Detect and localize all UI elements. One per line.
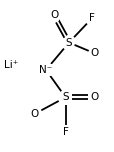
- Text: O: O: [89, 48, 98, 58]
- Text: F: F: [62, 127, 68, 137]
- Text: O: O: [89, 92, 98, 102]
- Text: F: F: [88, 13, 94, 23]
- Text: S: S: [62, 92, 68, 102]
- Text: O: O: [30, 109, 38, 119]
- Text: S: S: [65, 38, 72, 48]
- Text: Li⁺: Li⁺: [4, 60, 18, 70]
- Text: O: O: [49, 10, 58, 20]
- Text: N⁻: N⁻: [39, 65, 52, 75]
